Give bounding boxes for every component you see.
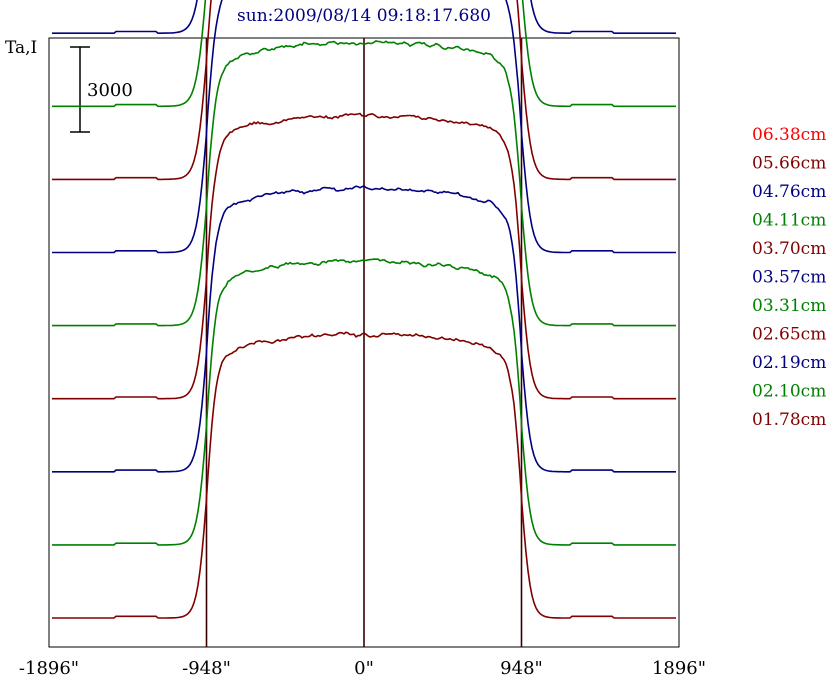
- x-tick-label: -948": [182, 658, 231, 679]
- series-line: [52, 0, 676, 108]
- x-tick-label: -1896": [19, 658, 79, 679]
- series-line: [52, 0, 676, 254]
- series-layer: [52, 0, 676, 619]
- chart-title: sun:2009/08/14 09:18:17.680: [237, 6, 491, 26]
- legend-entry: 02.19cm: [752, 353, 826, 373]
- legend: 06.38cm 05.66cm 04.76cm 04.11cm 03.70cm 03.57…: [752, 125, 826, 430]
- legend-entry: 03.31cm: [752, 296, 826, 316]
- x-tick-label: 948": [500, 658, 543, 679]
- legend-entry: 06.38cm: [752, 125, 826, 145]
- reference-lines: [205, 38, 523, 647]
- x-tick-label: 0": [354, 658, 374, 679]
- legend-entry: 05.66cm: [752, 154, 826, 174]
- legend-entry: 03.57cm: [752, 268, 826, 288]
- series-line: [52, 184, 676, 473]
- series-line: [52, 40, 676, 327]
- series-line: [52, 112, 676, 400]
- x-tick-labels: -1896" -948" 0" 948" 1896": [19, 658, 706, 679]
- scale-bar: 3000: [70, 46, 133, 133]
- legend-entry: 02.10cm: [752, 382, 826, 402]
- legend-entry: 04.11cm: [752, 211, 826, 231]
- series-line: [52, 0, 676, 181]
- series-line: [52, 258, 676, 546]
- legend-entry: 01.78cm: [752, 410, 826, 430]
- legend-entry: 04.76cm: [752, 182, 826, 202]
- x-tick-label: 1896": [652, 658, 706, 679]
- series-line: [52, 331, 676, 619]
- legend-entry: 03.70cm: [752, 239, 826, 259]
- scale-bar-label: 3000: [87, 80, 133, 101]
- series-line: [52, 0, 676, 34]
- legend-entry: 02.65cm: [752, 325, 826, 345]
- y-axis-label: Ta,I: [5, 38, 37, 58]
